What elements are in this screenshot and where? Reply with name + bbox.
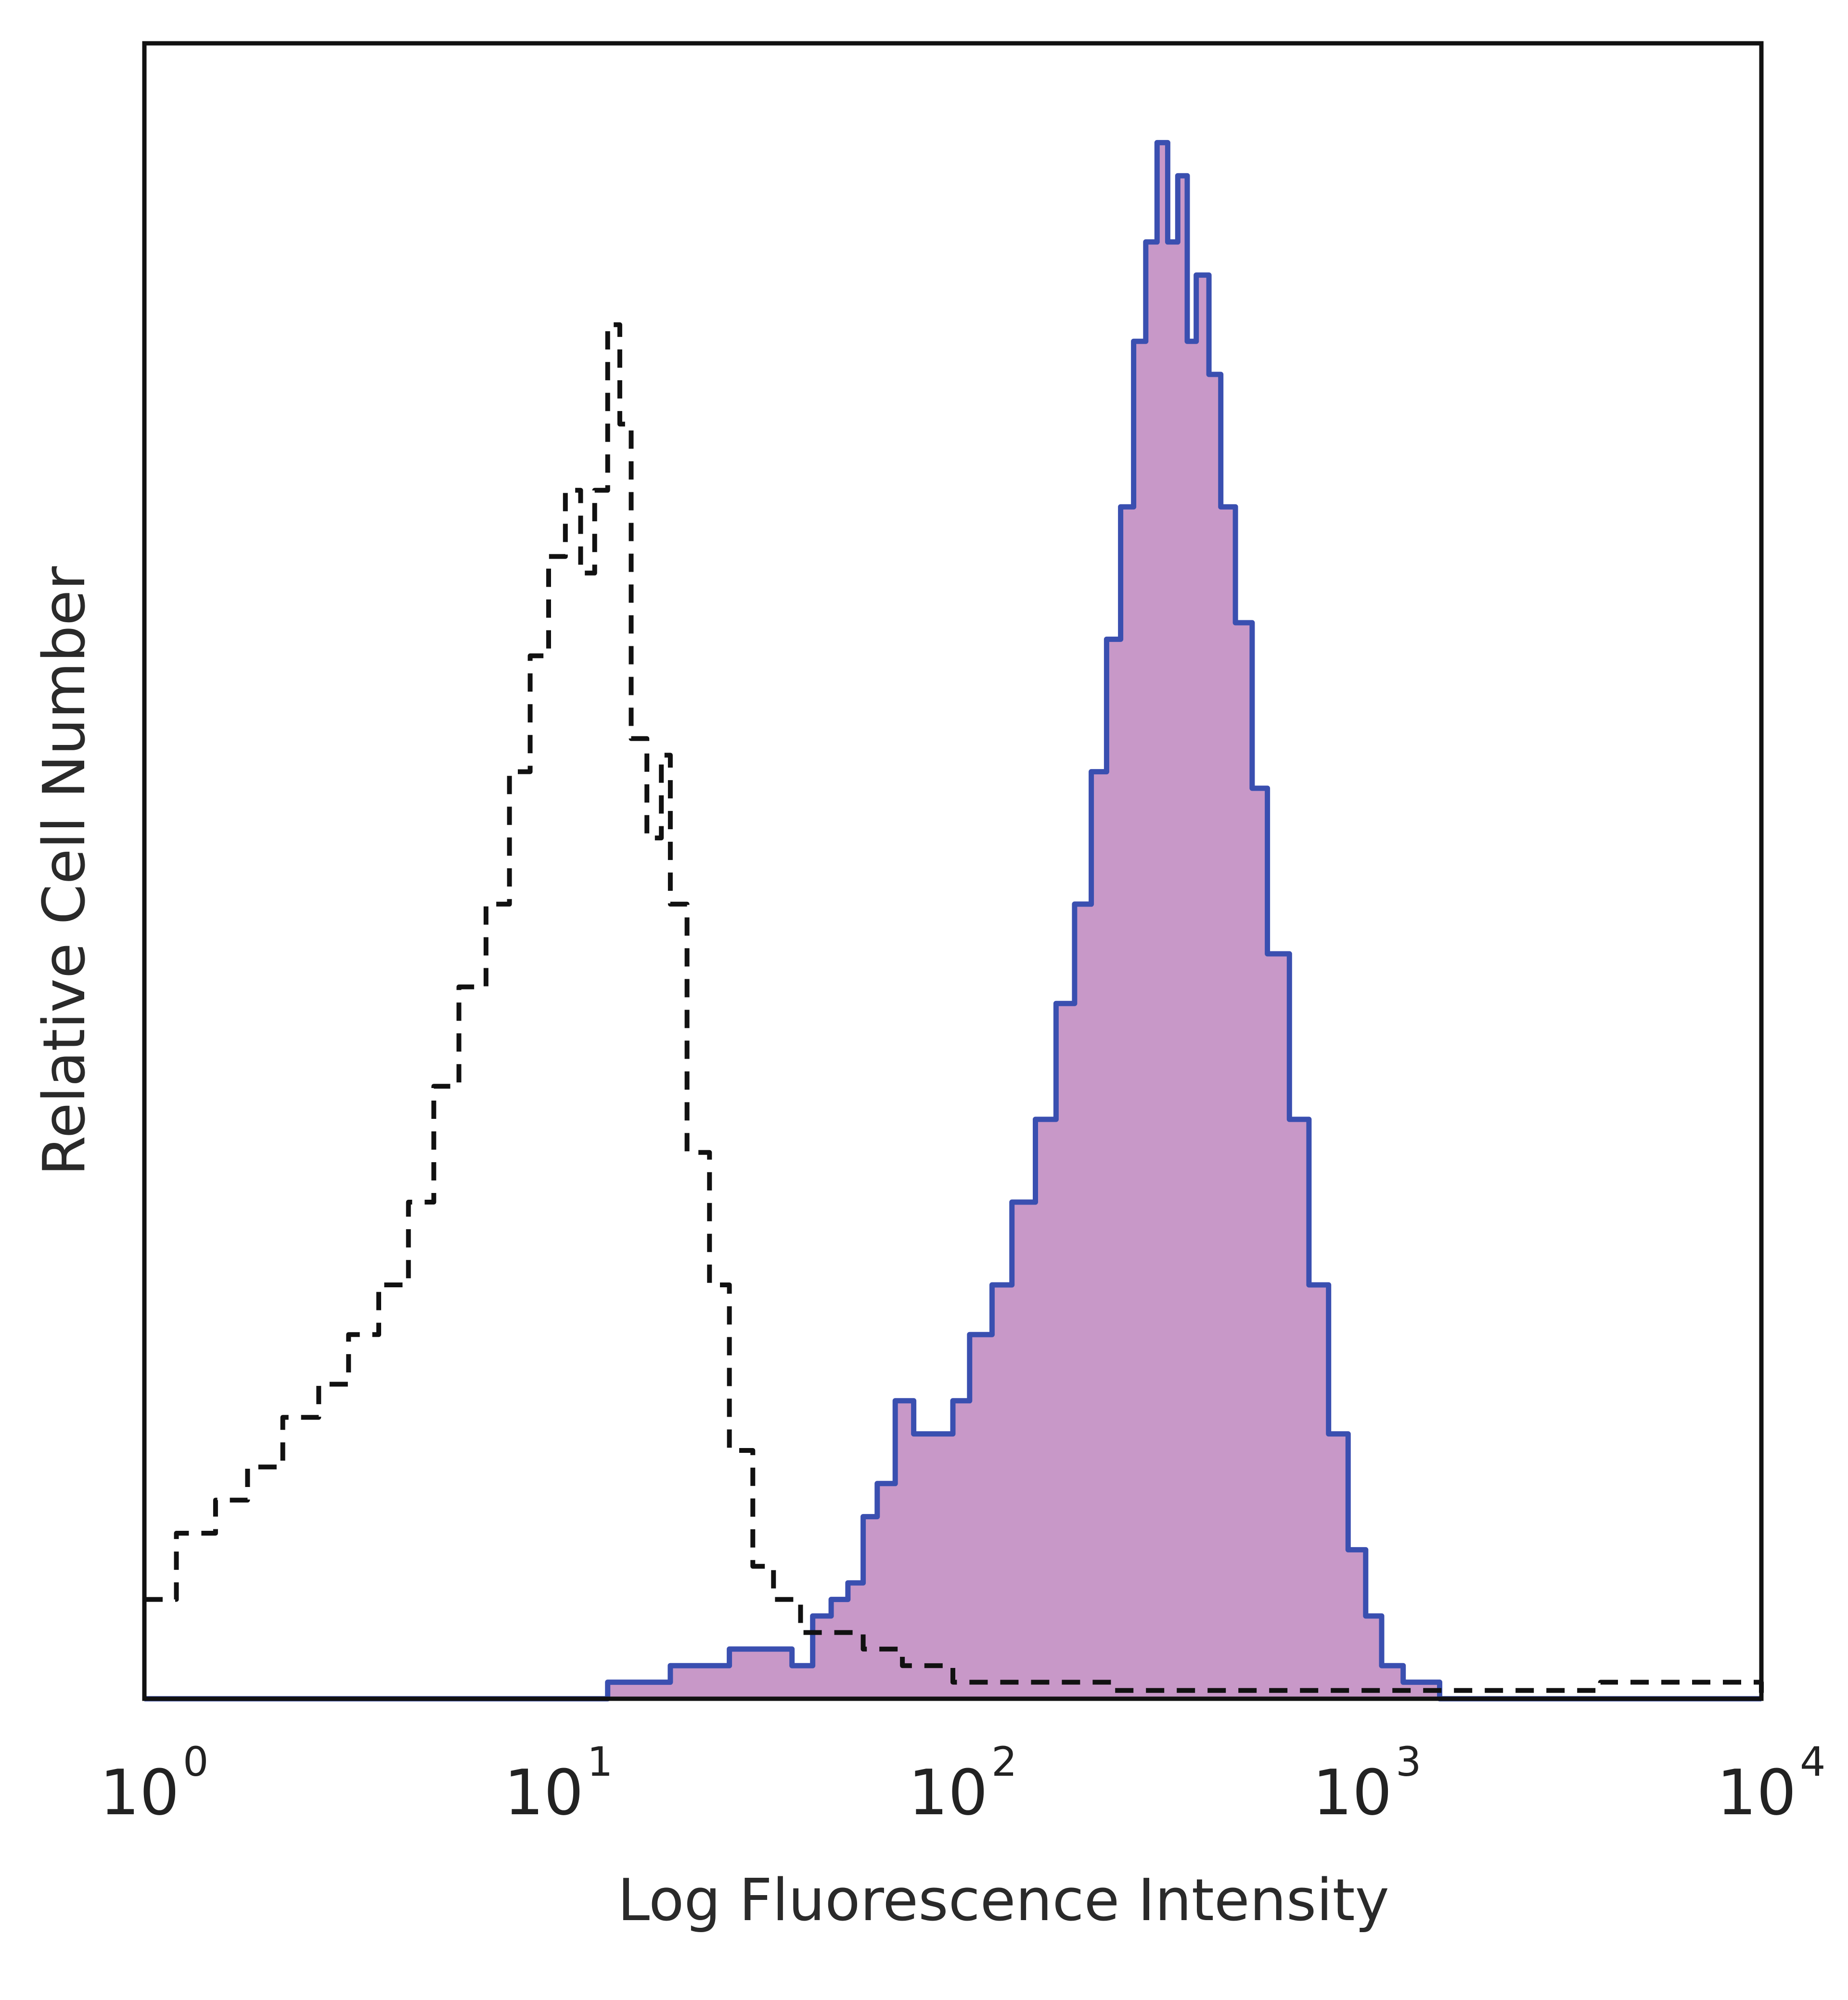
x-tick-label: 10 — [908, 1756, 988, 1829]
x-axis-ticks: 10 0 10 1 10 2 10 3 10 4 — [100, 1738, 1825, 1829]
x-axis-title: Log Fluorescence Intensity — [617, 1867, 1389, 1934]
y-axis-title: Relative Cell Number — [31, 566, 98, 1176]
x-tick-label: 10 — [1312, 1756, 1392, 1829]
x-tick-label: 10 — [1717, 1756, 1796, 1829]
filled-histogram-area — [144, 142, 1761, 1699]
control-histogram-dashed — [144, 322, 1764, 1699]
x-tick-label: 10 — [504, 1756, 583, 1829]
x-tick-exponent: 4 — [1800, 1738, 1825, 1785]
x-tick-exponent: 0 — [183, 1738, 208, 1785]
x-tick-exponent: 1 — [587, 1738, 613, 1785]
filled-histogram-outline — [144, 140, 1761, 1702]
plot-area — [144, 140, 1764, 1702]
x-tick-exponent: 2 — [991, 1738, 1017, 1785]
x-tick-label: 10 — [100, 1756, 179, 1829]
x-tick-exponent: 3 — [1396, 1738, 1421, 1785]
plot-frame — [142, 41, 1764, 1701]
